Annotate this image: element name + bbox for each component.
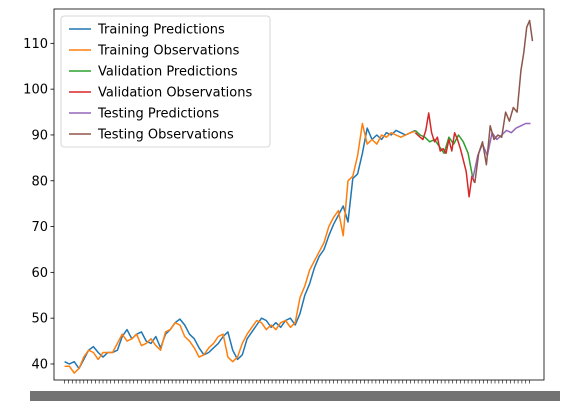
y-tick-label: 60 [31, 266, 48, 281]
legend-label: Testing Predictions [97, 107, 219, 122]
y-tick-label: 110 [23, 37, 48, 52]
y-tick-label: 70 [31, 220, 48, 235]
series-line-3 [414, 129, 474, 179]
y-tick-label: 100 [23, 83, 48, 98]
legend-box [60, 15, 271, 148]
legend-label: Training Observations [97, 44, 240, 59]
y-tick-label: 90 [31, 128, 48, 143]
x-tick-labels-overlap [30, 391, 560, 401]
legend-label: Training Predictions [97, 23, 225, 38]
legend-label: Validation Observations [98, 86, 252, 101]
legend-label: Validation Predictions [98, 65, 238, 80]
y-tick-label: 80 [31, 174, 48, 189]
legend-label: Testing Observations [97, 128, 234, 143]
x-axis [30, 380, 560, 401]
series-line-4 [414, 112, 476, 198]
legend: Training Predictions Training Observation… [60, 15, 271, 148]
y-tick-label: 40 [31, 357, 48, 372]
plot-lines [64, 19, 534, 374]
y-axis: 40 50 60 70 80 90 100 110 [23, 37, 54, 372]
y-tick-label: 50 [31, 312, 48, 327]
series-line-2 [64, 122, 416, 374]
series-line-6 [474, 19, 534, 184]
